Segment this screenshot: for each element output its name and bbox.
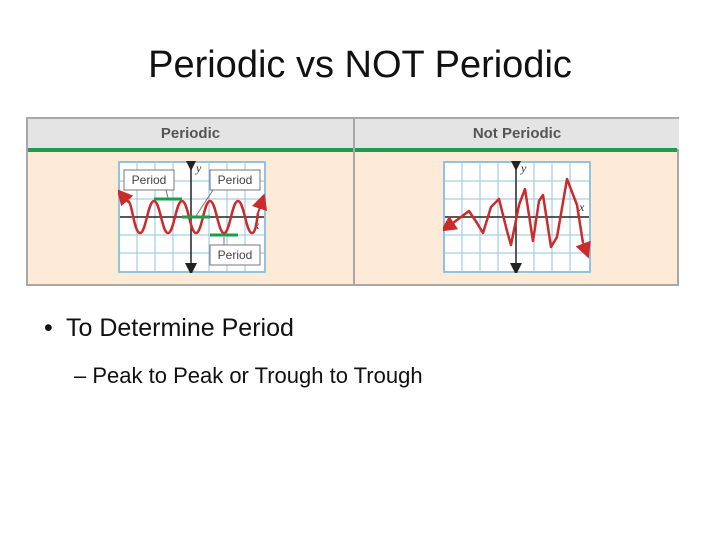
periodic-curve-right-arrow: [251, 193, 268, 214]
slide-title: Periodic vs NOT Periodic: [148, 44, 572, 86]
periodic-y-label: y: [195, 161, 202, 175]
sub-bullet-text: – Peak to Peak or Trough to Trough: [74, 363, 423, 388]
not-periodic-x-label: x: [578, 200, 585, 214]
period-callout-1-leader: [165, 189, 169, 199]
bullet-text: To Determine Period: [66, 314, 294, 342]
periodic-curve-left-arrow: [118, 188, 134, 207]
periodic-header: Periodic: [28, 119, 353, 149]
not-periodic-y-label: y: [520, 161, 527, 175]
bullet-dot: •: [44, 314, 53, 342]
period-callout-2-box: [209, 169, 261, 191]
not-periodic-header: Not Periodic: [355, 119, 679, 149]
period-callout-1-box: [123, 169, 175, 191]
not-periodic-graph: y x: [443, 161, 591, 273]
not-periodic-curve: [452, 177, 585, 249]
not-periodic-curve-right-arrow: [575, 240, 591, 259]
column-divider: [353, 119, 355, 284]
periodic-curve: [126, 199, 260, 235]
period-callout-2-leader: [195, 189, 214, 217]
bullet-item: • To Determine Period: [44, 314, 294, 343]
periodic-graph: y x Period Period Period: [118, 161, 268, 273]
header-underline: [28, 148, 677, 152]
period-callout-2: Period: [218, 173, 253, 187]
period-callout-3: Period: [218, 248, 253, 262]
period-callout-3-box: [209, 244, 261, 266]
comparison-figure: Periodic Not Periodic y x: [26, 117, 679, 286]
not-periodic-curve-left-arrow: [443, 215, 459, 232]
period-callout-1: Period: [132, 173, 167, 187]
